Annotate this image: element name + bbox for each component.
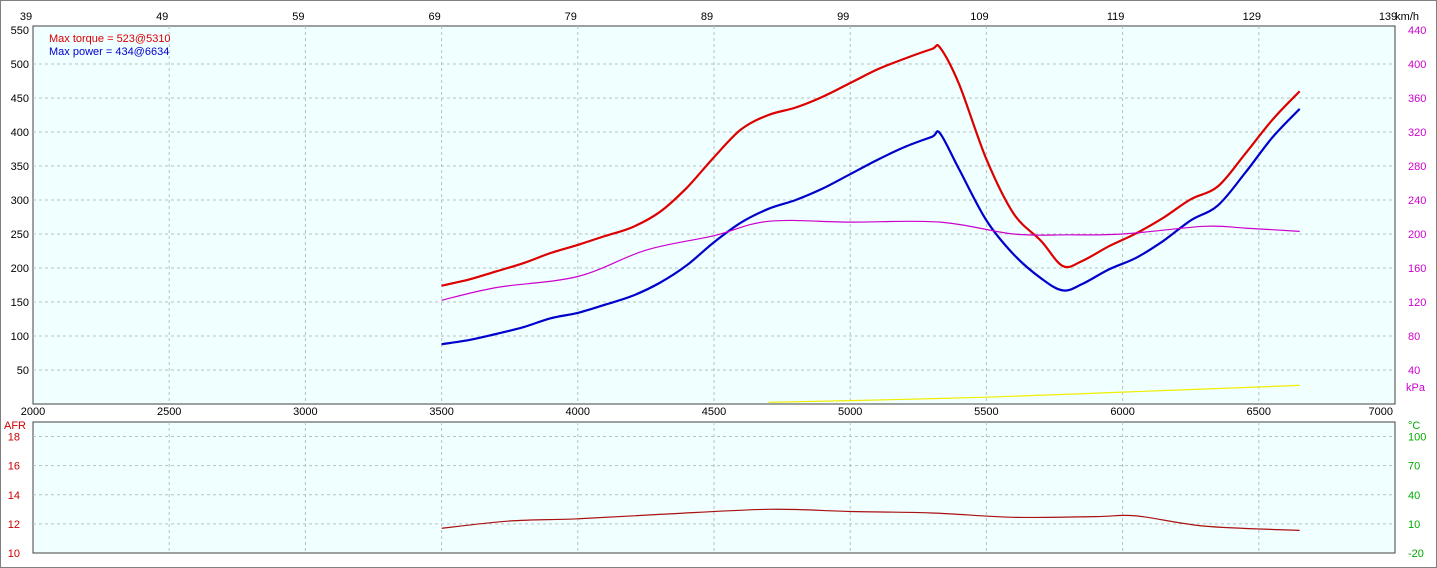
series-line-power (441, 108, 1301, 346)
x-tick-speed: 79 (565, 11, 577, 23)
y-tick-temperature: 10 (1408, 519, 1420, 531)
y-tick-afr: 14 (8, 490, 20, 502)
x-tick-rpm: 7000 (1369, 406, 1393, 418)
y-tick-boost: 80 (1408, 331, 1420, 343)
y-tick-temperature: 100 (1408, 432, 1426, 444)
y-tick-boost: 320 (1408, 127, 1426, 139)
x-tick-speed: 69 (428, 11, 440, 23)
x-tick-speed: 89 (701, 11, 713, 23)
temperature-unit-label: °C (1408, 420, 1420, 432)
boost-unit-label: kPa (1406, 382, 1426, 394)
x-tick-rpm: 4500 (702, 406, 726, 418)
y-tick-torque-power: 350 (11, 161, 29, 173)
y-tick-torque-power: 250 (11, 229, 29, 241)
y-tick-boost: 40 (1408, 365, 1420, 377)
y-tick-boost: 360 (1408, 93, 1426, 105)
series-line-torque (441, 43, 1301, 287)
y-tick-torque-power: 200 (11, 263, 29, 275)
legend-max-torque: Max torque = 523@5310 (49, 33, 171, 45)
y-tick-boost: 160 (1408, 263, 1426, 275)
x-tick-rpm: 2500 (157, 406, 181, 418)
y-tick-boost: 120 (1408, 297, 1426, 309)
series-line-afr (441, 508, 1300, 531)
x-tick-rpm: 2000 (21, 406, 45, 418)
series-line-boost (441, 219, 1300, 301)
series-line-intake_temp (768, 384, 1300, 403)
y-tick-afr: 12 (8, 519, 20, 531)
y-tick-afr: 16 (8, 461, 20, 473)
x-tick-speed: 129 (1243, 11, 1261, 23)
afr-unit-label: AFR (4, 420, 26, 432)
x-tick-rpm: 4000 (566, 406, 590, 418)
x-tick-rpm: 3000 (293, 406, 317, 418)
x-tick-speed: 99 (837, 11, 849, 23)
y-tick-temperature: 40 (1408, 490, 1420, 502)
x-tick-speed: 139 (1379, 11, 1397, 23)
x-tick-speed: 59 (292, 11, 304, 23)
y-tick-torque-power: 150 (11, 297, 29, 309)
y-tick-boost: 280 (1408, 161, 1426, 173)
y-tick-torque-power: 450 (11, 93, 29, 105)
y-tick-temperature: 70 (1408, 461, 1420, 473)
y-tick-torque-power: 300 (11, 195, 29, 207)
speed-unit-label: km/h (1395, 11, 1419, 23)
y-tick-torque-power: 400 (11, 127, 29, 139)
x-tick-rpm: 3500 (429, 406, 453, 418)
y-tick-boost: 200 (1408, 229, 1426, 241)
x-tick-speed: 109 (970, 11, 988, 23)
x-tick-speed: 119 (1107, 11, 1125, 23)
x-tick-speed: 39 (20, 11, 32, 23)
y-tick-boost: 240 (1408, 195, 1426, 207)
y-tick-torque-power: 50 (17, 365, 29, 377)
y-tick-afr: 10 (8, 548, 20, 560)
legend-max-power: Max power = 434@6634 (49, 46, 170, 58)
y-tick-torque-power: 100 (11, 331, 29, 343)
y-tick-afr: 18 (8, 432, 20, 444)
y-tick-torque-power: 500 (11, 59, 29, 71)
x-tick-rpm: 5000 (838, 406, 862, 418)
y-tick-boost: 440 (1408, 25, 1426, 37)
x-tick-rpm: 5500 (974, 406, 998, 418)
x-tick-speed: 49 (156, 11, 168, 23)
y-tick-boost: 400 (1408, 59, 1426, 71)
y-tick-temperature: -20 (1408, 548, 1424, 560)
x-tick-rpm: 6500 (1247, 406, 1271, 418)
x-tick-rpm: 6000 (1110, 406, 1134, 418)
y-tick-torque-power: 550 (11, 25, 29, 37)
